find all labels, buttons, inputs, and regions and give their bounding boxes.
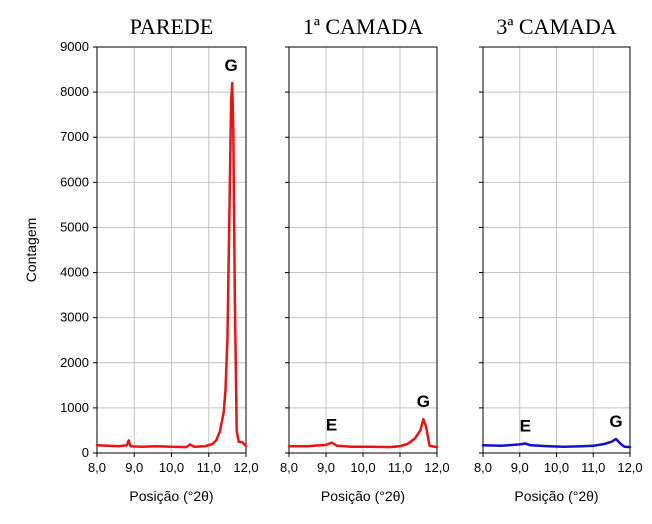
parede-x-tick-label: 11,0 [197, 460, 221, 475]
parede-y-tick-label: 2000 [60, 355, 89, 370]
parede-y-tick-label: 6000 [60, 174, 89, 189]
parede-y-tick-label: 4000 [60, 265, 89, 280]
camada-3-peak-label-g: G [609, 412, 622, 431]
parede-title: PAREDE [130, 14, 214, 39]
camada-3-x-axis-label: Posição (°2θ) [514, 488, 598, 504]
parede-y-tick-label: 7000 [60, 129, 89, 144]
camada-1-x-tick-label: 12,0 [424, 460, 449, 475]
parede-y-tick-label: 3000 [60, 310, 89, 325]
parede-x-tick-label: 12,0 [233, 460, 258, 475]
parede-y-tick-label: 5000 [60, 219, 89, 234]
parede-y-tick-label: 8000 [60, 84, 89, 99]
parede-y-tick-label: 1000 [60, 400, 89, 415]
parede-x-tick-label: 8,0 [88, 460, 106, 475]
camada-3-peak-label-e: E [520, 417, 531, 436]
camada-3-series-line [481, 437, 632, 449]
parede-x-tick-label: 9,0 [125, 460, 143, 475]
parede-series-line [95, 81, 248, 449]
camada-1-x-tick-label: 11,0 [388, 460, 412, 475]
parede-peak-label-g: G [224, 56, 237, 75]
parede-y-tick-label: 9000 [60, 39, 89, 54]
camada-3-x-tick-label: 10,0 [544, 460, 569, 475]
camada-1-x-axis-label: Posição (°2θ) [321, 488, 405, 504]
parede-x-tick-label: 10,0 [159, 460, 184, 475]
camada-3-x-tick-label: 11,0 [581, 460, 605, 475]
camada-1-title: 1ª CAMADA [303, 14, 423, 39]
camada-1-x-tick-label: 10,0 [350, 460, 375, 475]
parede-x-axis-label: Posição (°2θ) [129, 488, 213, 504]
camada-3-x-tick-label: 9,0 [511, 460, 529, 475]
y-axis-label: Contagem [23, 218, 39, 283]
camada-1-x-tick-label: 9,0 [317, 460, 335, 475]
camada-1-peak-label-e: E [326, 416, 337, 435]
camada-1-series-line [287, 417, 439, 449]
camada-1-x-tick-label: 8,0 [280, 460, 298, 475]
parede-y-tick-label: 0 [82, 445, 89, 460]
camada-3-x-tick-label: 12,0 [617, 460, 642, 475]
camada-1-peak-label-g: G [417, 392, 430, 411]
camada-3-title: 3ª CAMADA [496, 14, 616, 39]
camada-3-x-tick-label: 8,0 [474, 460, 492, 475]
